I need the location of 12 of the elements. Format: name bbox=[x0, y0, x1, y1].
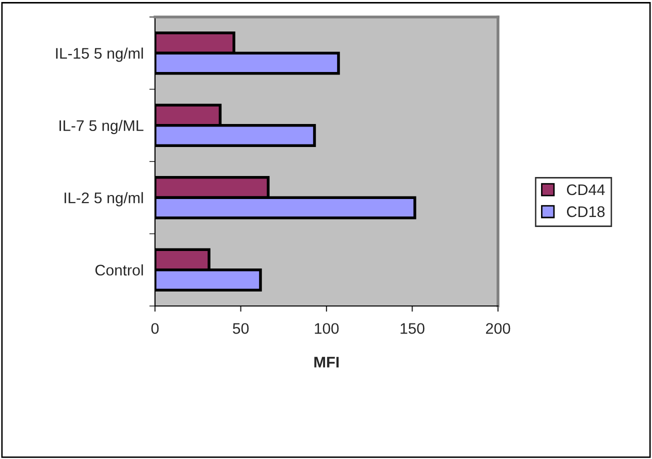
x-tick-label: 150 bbox=[400, 323, 424, 334]
y-tick-label: IL-2 5 ng/ml bbox=[64, 192, 143, 206]
x-tick-label: 50 bbox=[232, 323, 249, 334]
x-tick-label: 100 bbox=[314, 323, 339, 334]
legend-label: CD44 bbox=[566, 184, 605, 196]
y-tick-label: Control bbox=[95, 264, 143, 276]
legend-label: CD18 bbox=[566, 206, 605, 218]
x-tick-label: 0 bbox=[151, 323, 159, 334]
y-tick-label: IL-15 5 ng/ml bbox=[56, 48, 143, 62]
x-tick-label: 200 bbox=[486, 323, 510, 334]
y-tick-label: IL-7 5 ng/ML bbox=[60, 120, 144, 134]
x-axis-title: MFI bbox=[314, 356, 339, 368]
